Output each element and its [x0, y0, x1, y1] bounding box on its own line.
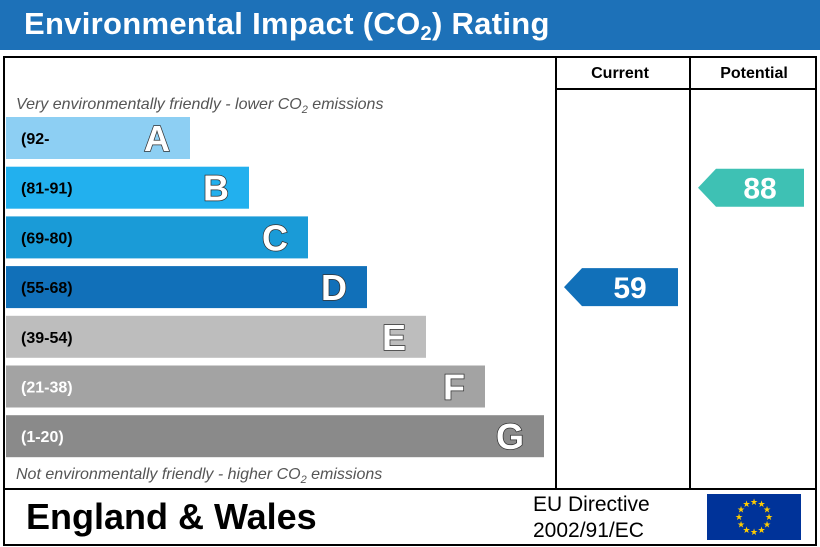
band-bar-f	[6, 365, 485, 408]
band-bar-g	[6, 415, 544, 458]
band-letter-g: G	[496, 416, 524, 457]
band-range-d: (55-68)	[21, 280, 73, 297]
column-header-current: Current	[591, 65, 649, 82]
band-range-f: (21-38)	[21, 380, 73, 397]
band-bar-c	[6, 216, 308, 259]
potential-rating-arrow: 88	[698, 168, 804, 207]
rating-bands: (92- A (81-91) B (69-80) C (55-68) D (39-54) E (21…	[6, 117, 544, 458]
eu-star-icon: ★	[750, 498, 758, 508]
page-title: Environmental Impact (CO2) Rating	[24, 6, 550, 45]
band-bar-a	[6, 117, 190, 159]
region-label: England & Wales	[26, 496, 317, 537]
eu-directive: EU Directive 2002/91/EC	[533, 492, 703, 544]
band-bar-d	[6, 266, 367, 309]
band-letter-d: D	[321, 267, 347, 308]
caption-top: Very environmentally friendly - lower CO…	[16, 96, 383, 116]
eu-star-icon: ★	[757, 500, 765, 510]
band-bar-e	[6, 315, 426, 358]
band-letter-e: E	[382, 317, 406, 358]
eu-star-icon: ★	[763, 521, 771, 531]
potential-rating-arrow-shape	[698, 168, 804, 207]
eu-directive-line1: EU Directive	[533, 493, 650, 516]
potential-rating-value: 88	[743, 173, 776, 206]
caption-bottom: Not environmentally friendly - higher CO…	[16, 466, 382, 486]
band-range-c: (69-80)	[21, 230, 73, 247]
band-letter-a: A	[144, 118, 170, 159]
eu-star-icon: ★	[737, 521, 745, 531]
eu-flag-icon: ★ ★★★★★★★★★★★	[707, 494, 801, 540]
band-bar-b	[6, 166, 249, 209]
eu-star-icon: ★	[763, 506, 771, 516]
band-range-b: (81-91)	[21, 181, 73, 198]
column-header-potential: Potential	[720, 65, 788, 82]
current-rating-value: 59	[613, 272, 646, 305]
eu-flag-background	[707, 494, 801, 540]
band-range-a: (92-	[21, 131, 49, 148]
eu-star-icon: ★	[735, 513, 743, 523]
eu-star-icon: ★	[742, 500, 750, 510]
current-rating-arrow-shape	[564, 268, 678, 307]
eu-star-icon: ★	[757, 526, 765, 536]
eu-star-icon: ★	[737, 506, 745, 516]
eu-directive-line2: 2002/91/EC	[533, 519, 644, 542]
eu-star-icon: ★	[765, 513, 773, 523]
band-letter-f: F	[443, 367, 465, 408]
band-letter-c: C	[262, 217, 288, 258]
current-rating-arrow: 59	[564, 268, 678, 307]
header-bar: Environmental Impact (CO2) Rating	[0, 0, 820, 50]
band-range-g: (1-20)	[21, 429, 64, 446]
chart-frame	[3, 56, 817, 546]
band-letter-b: B	[203, 168, 229, 209]
band-range-e: (39-54)	[21, 330, 73, 347]
eu-star-icon: ★	[750, 528, 758, 538]
eu-flag-stars: ★ ★★★★★★★★★★★	[735, 498, 773, 538]
eu-star-icon: ★	[742, 526, 750, 536]
